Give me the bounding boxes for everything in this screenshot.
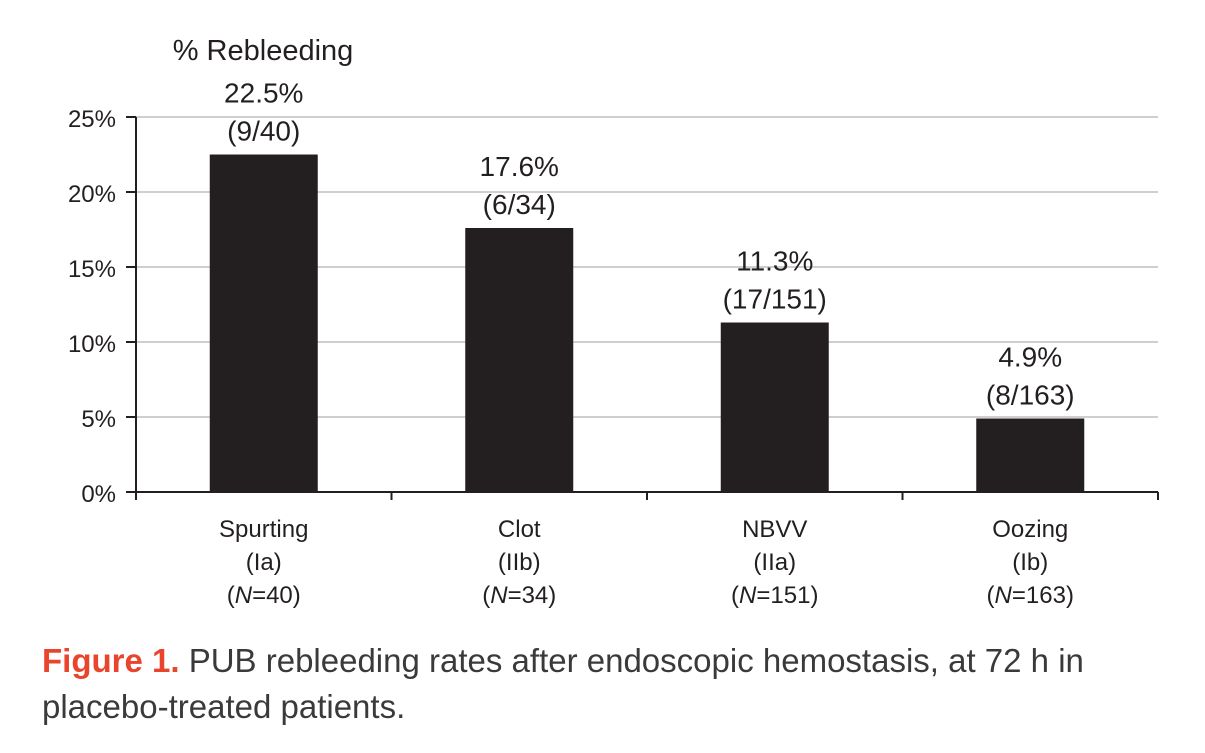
data-label-value: 4.9% [998,342,1062,373]
x-tick-n: (N=40) [227,582,301,609]
chart-title: % Rebleeding [173,35,354,67]
bar [209,154,318,492]
data-label-count: (17/151) [723,284,827,315]
x-tick-label: Oozing [992,516,1068,543]
x-tick-class: (IIb) [498,549,541,576]
data-label-value: 22.5% [224,78,303,109]
x-tick-class: (Ia) [246,549,282,576]
bar-chart: % Rebleeding 0% 5% 10% 15% 20% 25% 22.5% (9/40)… [68,35,1159,610]
x-tick-class: (IIa) [753,549,796,576]
figure-label: Figure 1. [42,642,180,679]
x-tick-n: (N=34) [482,582,556,609]
y-tick-label: 25% [68,106,116,133]
data-label-count: (8/163) [986,380,1075,411]
x-tick-n: (N=163) [987,582,1074,609]
x-tick-label: Spurting [219,516,308,543]
x-tick-label: Clot [498,516,541,543]
x-tick-n: (N=151) [731,582,818,609]
bars [209,154,1085,492]
data-label-count: (6/34) [483,189,556,220]
figure-caption-text: PUB rebleeding rates after endoscopic he… [42,642,1084,725]
y-tick-label: 20% [68,181,116,208]
bar [976,418,1085,492]
labels: 0% 5% 10% 15% 20% 25% 22.5% (9/40) Spurting (Ia) (… [68,78,1075,610]
bar [465,228,574,492]
figure-caption: Figure 1. PUB rebleeding rates after end… [42,638,1172,730]
data-label-count: (9/40) [227,116,300,147]
bar [720,322,829,492]
y-tick-label: 10% [68,331,116,358]
y-tick-label: 0% [81,481,116,508]
data-label-value: 17.6% [480,151,559,182]
data-label-value: 11.3% [736,246,813,277]
axes [126,116,1159,500]
x-tick-label: NBVV [742,516,807,543]
y-tick-label: 5% [81,406,116,433]
y-tick-label: 15% [68,256,116,283]
x-tick-class: (Ib) [1012,549,1048,576]
